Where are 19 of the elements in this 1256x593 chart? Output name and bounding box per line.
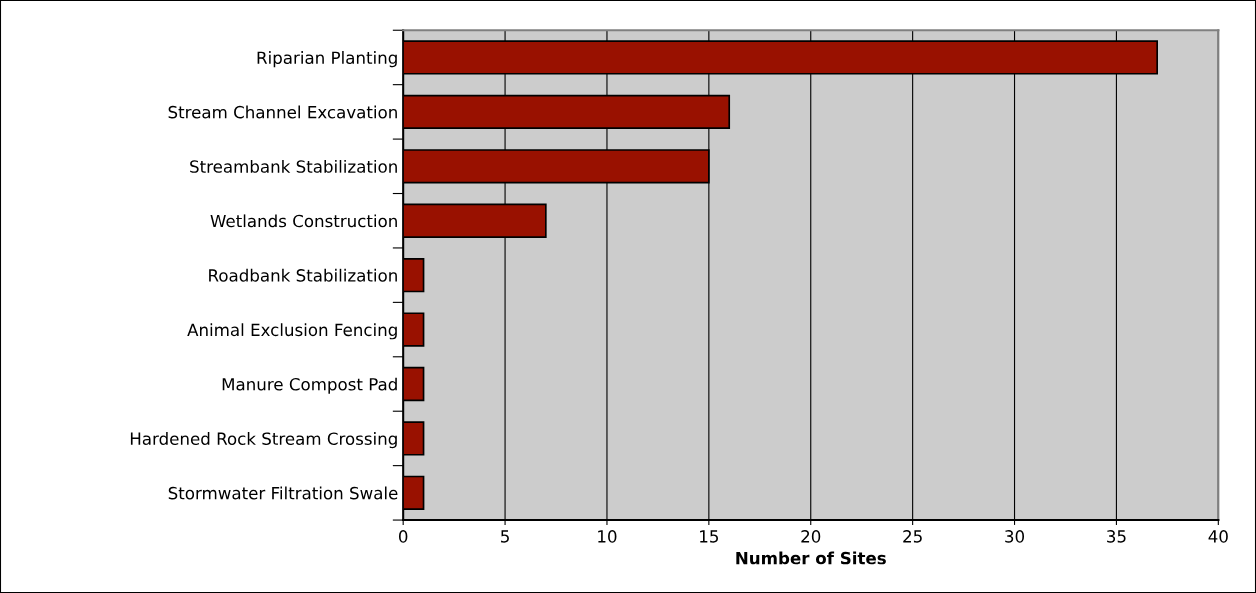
x-tick-label: 40 (1208, 530, 1228, 543)
y-tick-label: Animal Exclusion Fencing (187, 323, 397, 340)
x-tick-label: 5 (501, 530, 509, 543)
x-tick-label: 20 (801, 530, 821, 543)
y-tick-label: Hardened Rock Stream Crossing (130, 432, 397, 449)
y-tick-label: Stream Channel Excavation (168, 105, 397, 119)
x-tick-label: 30 (1005, 530, 1025, 543)
y-tick-label: Riparian Planting (257, 51, 397, 68)
y-tick-label: Manure Compost Pad (222, 377, 397, 394)
y-tick-label: Wetlands Construction (210, 214, 397, 228)
y-tick-label: Streambank Stabilization (190, 159, 397, 173)
x-tick-label: 25 (903, 530, 922, 543)
y-tick-label: Stormwater Filtration Swale (168, 486, 398, 500)
x-tick-label: 0 (398, 530, 408, 543)
x-axis-title: Number of Sites (736, 551, 886, 565)
y-tick-label: Roadbank Stabilization (209, 268, 397, 282)
x-tick-label: 10 (598, 530, 617, 543)
x-tick-label: 35 (1107, 530, 1126, 543)
x-tick-label: 15 (700, 530, 718, 543)
